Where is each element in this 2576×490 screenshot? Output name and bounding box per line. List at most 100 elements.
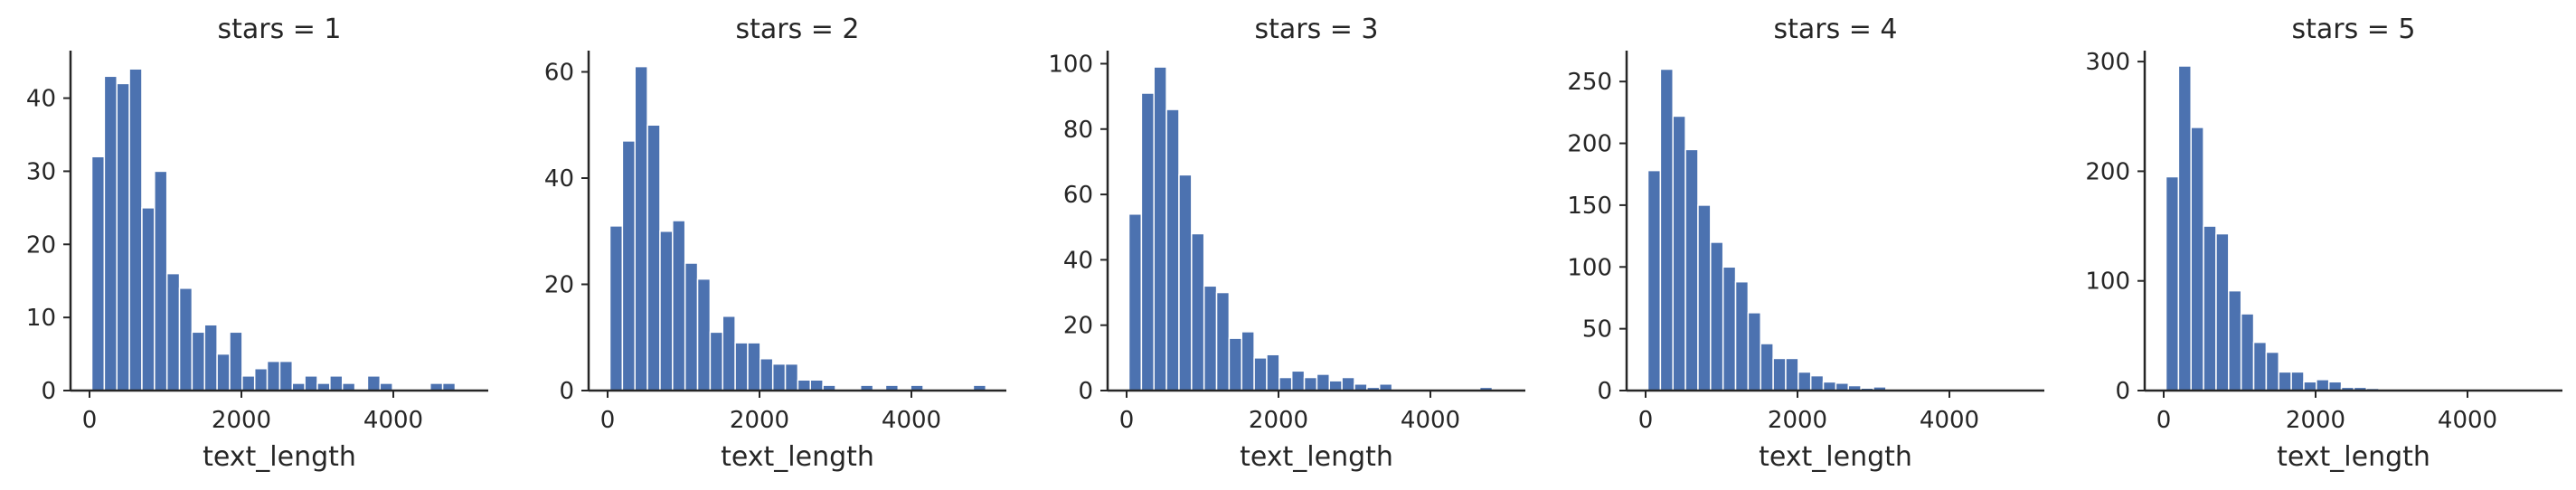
histogram-bar	[266, 360, 281, 391]
histogram-bar	[684, 262, 699, 391]
y-tick-label: 250	[1567, 69, 1612, 96]
x-axis-title: text_length	[2277, 441, 2430, 473]
histogram-bar	[771, 363, 787, 391]
y-tick-label: 200	[1567, 131, 1612, 158]
histogram-bar	[1341, 376, 1355, 391]
histogram-bar	[621, 140, 636, 391]
histogram-bar	[241, 375, 256, 391]
histogram-bar	[304, 375, 318, 391]
x-tick-label: 4000	[2438, 407, 2497, 434]
x-tick-label: 0	[600, 407, 616, 434]
y-tick-label: 100	[1567, 254, 1612, 281]
histogram-bar	[747, 342, 761, 391]
x-axis-title: text_length	[203, 441, 356, 473]
histogram-bar	[722, 316, 736, 391]
x-tick-label: 4000	[882, 407, 941, 434]
y-tick-label: 40	[1063, 247, 1093, 274]
histogram-bar	[1760, 343, 1774, 391]
histogram-bar	[2177, 65, 2192, 391]
x-tick-label: 0	[2156, 407, 2172, 434]
histogram-bar	[1809, 374, 1825, 391]
y-tick-label: 10	[26, 305, 56, 332]
x-tick-label: 2000	[1768, 407, 1827, 434]
histogram-bar	[1140, 92, 1155, 391]
histogram-bar	[672, 220, 686, 391]
histogram-bar	[1647, 169, 1662, 391]
histogram-bar	[278, 360, 294, 391]
y-tick-label: 80	[1063, 117, 1093, 144]
x-tick-label: 4000	[1920, 407, 1979, 434]
histogram-bar	[2265, 351, 2280, 391]
x-axis-title: text_length	[1240, 441, 1393, 473]
y-tick-label: 0	[41, 378, 56, 405]
histogram-bar	[709, 331, 724, 391]
histogram-bar	[1798, 371, 1812, 391]
y-tick-label: 50	[1582, 316, 1612, 344]
histogram-bar	[1684, 148, 1699, 391]
histogram-bar	[2290, 371, 2305, 391]
histogram-bar	[1191, 232, 1205, 391]
x-tick-label: 2000	[730, 407, 789, 434]
histogram-bar	[760, 358, 774, 391]
histogram-bar	[116, 82, 130, 391]
histogram-bar	[1253, 357, 1268, 391]
histogram-bar	[1241, 331, 1255, 391]
x-tick-label: 2000	[1249, 407, 1308, 434]
histogram-bar	[1316, 373, 1331, 391]
histogram-bar	[1266, 353, 1280, 391]
x-tick-label: 0	[1638, 407, 1654, 434]
histogram-bar	[2303, 381, 2317, 391]
histogram-bar	[253, 367, 269, 391]
y-tick-label: 0	[1078, 378, 1093, 405]
histogram-bar	[1290, 370, 1306, 391]
histogram-bar	[784, 363, 799, 391]
histogram-bar	[165, 272, 181, 391]
histogram-bar	[2240, 313, 2255, 391]
histogram-bar	[659, 231, 674, 391]
y-tick-label: 150	[1567, 193, 1612, 220]
histogram-bar	[2190, 127, 2204, 391]
panel-title: stars = 4	[1773, 14, 1897, 45]
y-tick-label: 20	[26, 231, 56, 259]
histogram-bar	[2327, 381, 2343, 391]
histogram-bar	[1697, 204, 1712, 391]
histogram-bar	[797, 379, 812, 391]
y-tick-label: 200	[2085, 158, 2130, 185]
histogram-bar	[366, 375, 382, 391]
panel-stars-2: 0 20 40 60 0 2000 4000 stars = 2 text_length	[544, 14, 1006, 473]
histogram-bar	[1178, 174, 1193, 391]
x-tick-label: 4000	[1401, 407, 1460, 434]
y-tick-label: 40	[26, 86, 56, 113]
x-tick-label: 0	[82, 407, 98, 434]
histogram-bar	[2252, 341, 2268, 391]
histogram-bar	[229, 331, 243, 391]
histogram-bar	[1785, 357, 1799, 391]
histogram-bar	[1203, 285, 1218, 391]
y-tick-label: 60	[544, 60, 574, 87]
histogram-bar	[216, 353, 231, 391]
histogram-bar	[2203, 225, 2217, 391]
y-tick-label: 0	[1597, 378, 1612, 405]
histogram-bar	[1228, 337, 1243, 391]
histogram-bar	[203, 324, 218, 391]
y-tick-label: 30	[26, 158, 56, 185]
histogram-bar	[1279, 376, 1293, 391]
histogram-bar	[141, 207, 156, 391]
x-axis-title: text_length	[721, 441, 874, 473]
histogram-bar	[191, 331, 206, 391]
histogram-bar	[1215, 291, 1231, 391]
histogram-bar	[809, 379, 824, 391]
histogram-bar	[1772, 357, 1787, 391]
histogram-bar	[1659, 68, 1674, 391]
histogram-bar	[1734, 280, 1750, 391]
panel-stars-5: 0 100 200 300 0 2000 4000 stars = 5 text_length	[2085, 14, 2562, 473]
y-tick-label: 100	[1048, 51, 1093, 78]
histogram-bar	[2165, 175, 2180, 391]
x-tick-label: 4000	[363, 407, 423, 434]
x-axis-title: text_length	[1759, 441, 1912, 473]
y-tick-label: 0	[559, 378, 574, 405]
histogram-bar	[1165, 108, 1180, 391]
histogram-bar	[90, 155, 106, 391]
y-tick-label: 100	[2085, 269, 2130, 296]
